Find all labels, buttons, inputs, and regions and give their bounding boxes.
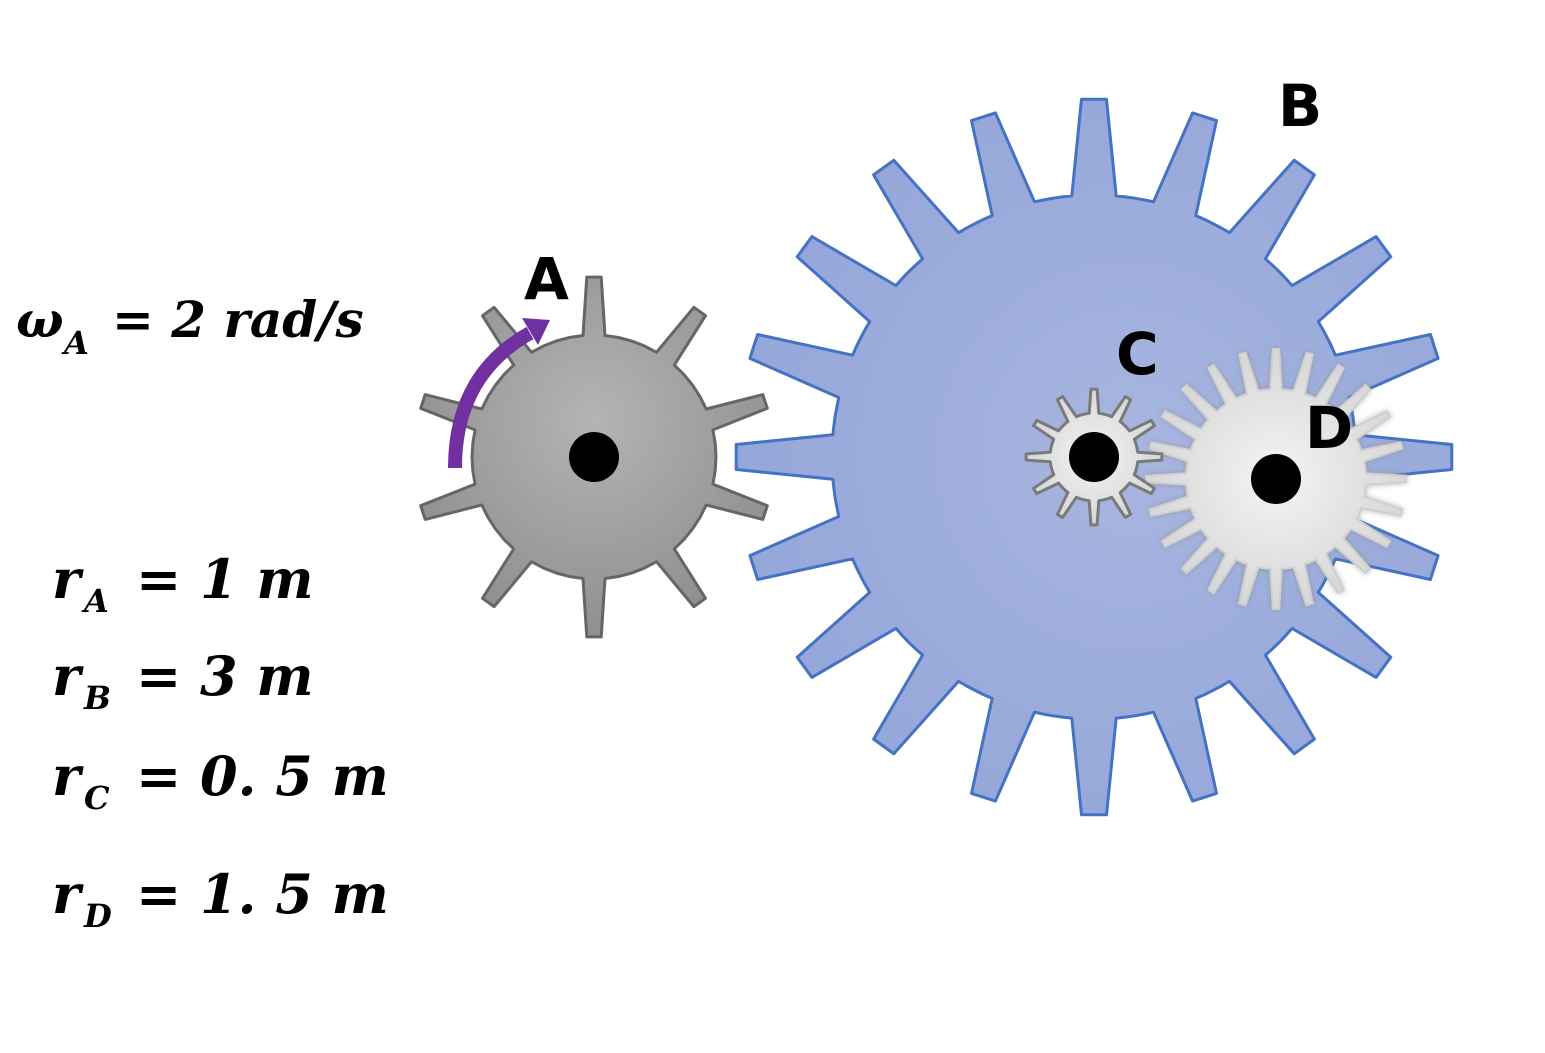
equation-r-d: r D = 1. 5 m — [52, 862, 389, 935]
r-a-subscript: A — [81, 582, 109, 620]
omega-symbol: ω — [16, 290, 64, 349]
equation-r-a: r A = 1 m — [52, 547, 314, 620]
gear-d-label: D — [1305, 394, 1353, 462]
gear-a — [419, 275, 769, 639]
r-b-symbol: r — [52, 644, 84, 708]
gear-a-label: A — [524, 245, 569, 313]
equation-omega-a: ω A = 2 rad/s — [16, 290, 364, 362]
gear-c-label: C — [1116, 320, 1159, 388]
r-d-value: = 1. 5 m — [136, 862, 389, 926]
r-b-value: = 3 m — [136, 644, 314, 708]
gear-b-label: B — [1278, 72, 1322, 140]
r-a-symbol: r — [52, 547, 84, 611]
equation-r-b: r B = 3 m — [52, 644, 314, 717]
r-a-value: = 1 m — [136, 547, 314, 611]
r-c-subscript: C — [84, 779, 110, 817]
r-b-subscript: B — [83, 679, 111, 717]
gear-d-axle — [1251, 454, 1301, 504]
gear-a-axle — [569, 432, 619, 482]
r-c-symbol: r — [52, 744, 84, 808]
r-c-value: = 0. 5 m — [136, 744, 389, 808]
rotation-arrow-icon — [448, 318, 550, 469]
r-d-subscript: D — [83, 897, 112, 935]
omega-value: = 2 rad/s — [112, 290, 364, 349]
gear-c — [1024, 387, 1164, 527]
r-d-symbol: r — [52, 862, 84, 926]
gear-c-axle — [1069, 432, 1119, 482]
omega-subscript: A — [61, 324, 89, 362]
equation-r-c: r C = 0. 5 m — [52, 744, 389, 817]
